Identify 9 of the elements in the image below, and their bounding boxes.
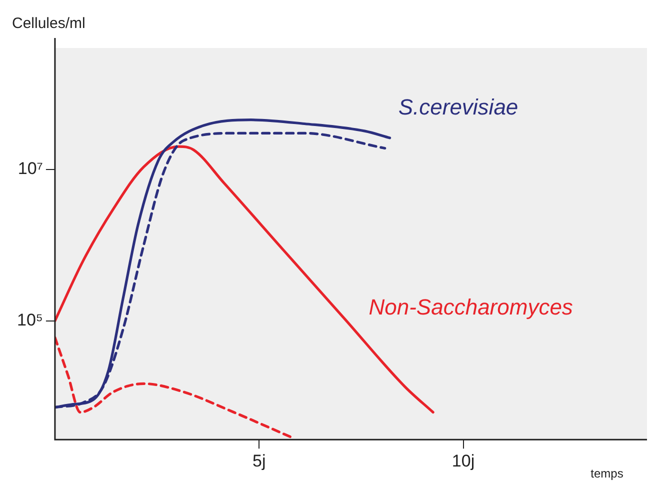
y-tick-label: 10⁷: [18, 159, 43, 178]
y-axis-title: Cellules/ml: [12, 15, 86, 32]
x-axis-title: temps: [590, 466, 624, 481]
y-tick-label: 10⁵: [16, 310, 43, 330]
line-series: [54, 336, 293, 439]
series-label: Non-Saccharomyces: [368, 294, 573, 320]
x-tick-label: 5j: [252, 451, 266, 470]
series-label: S.cerevisiae: [398, 94, 518, 120]
x-tick-label: 10j: [452, 451, 475, 470]
